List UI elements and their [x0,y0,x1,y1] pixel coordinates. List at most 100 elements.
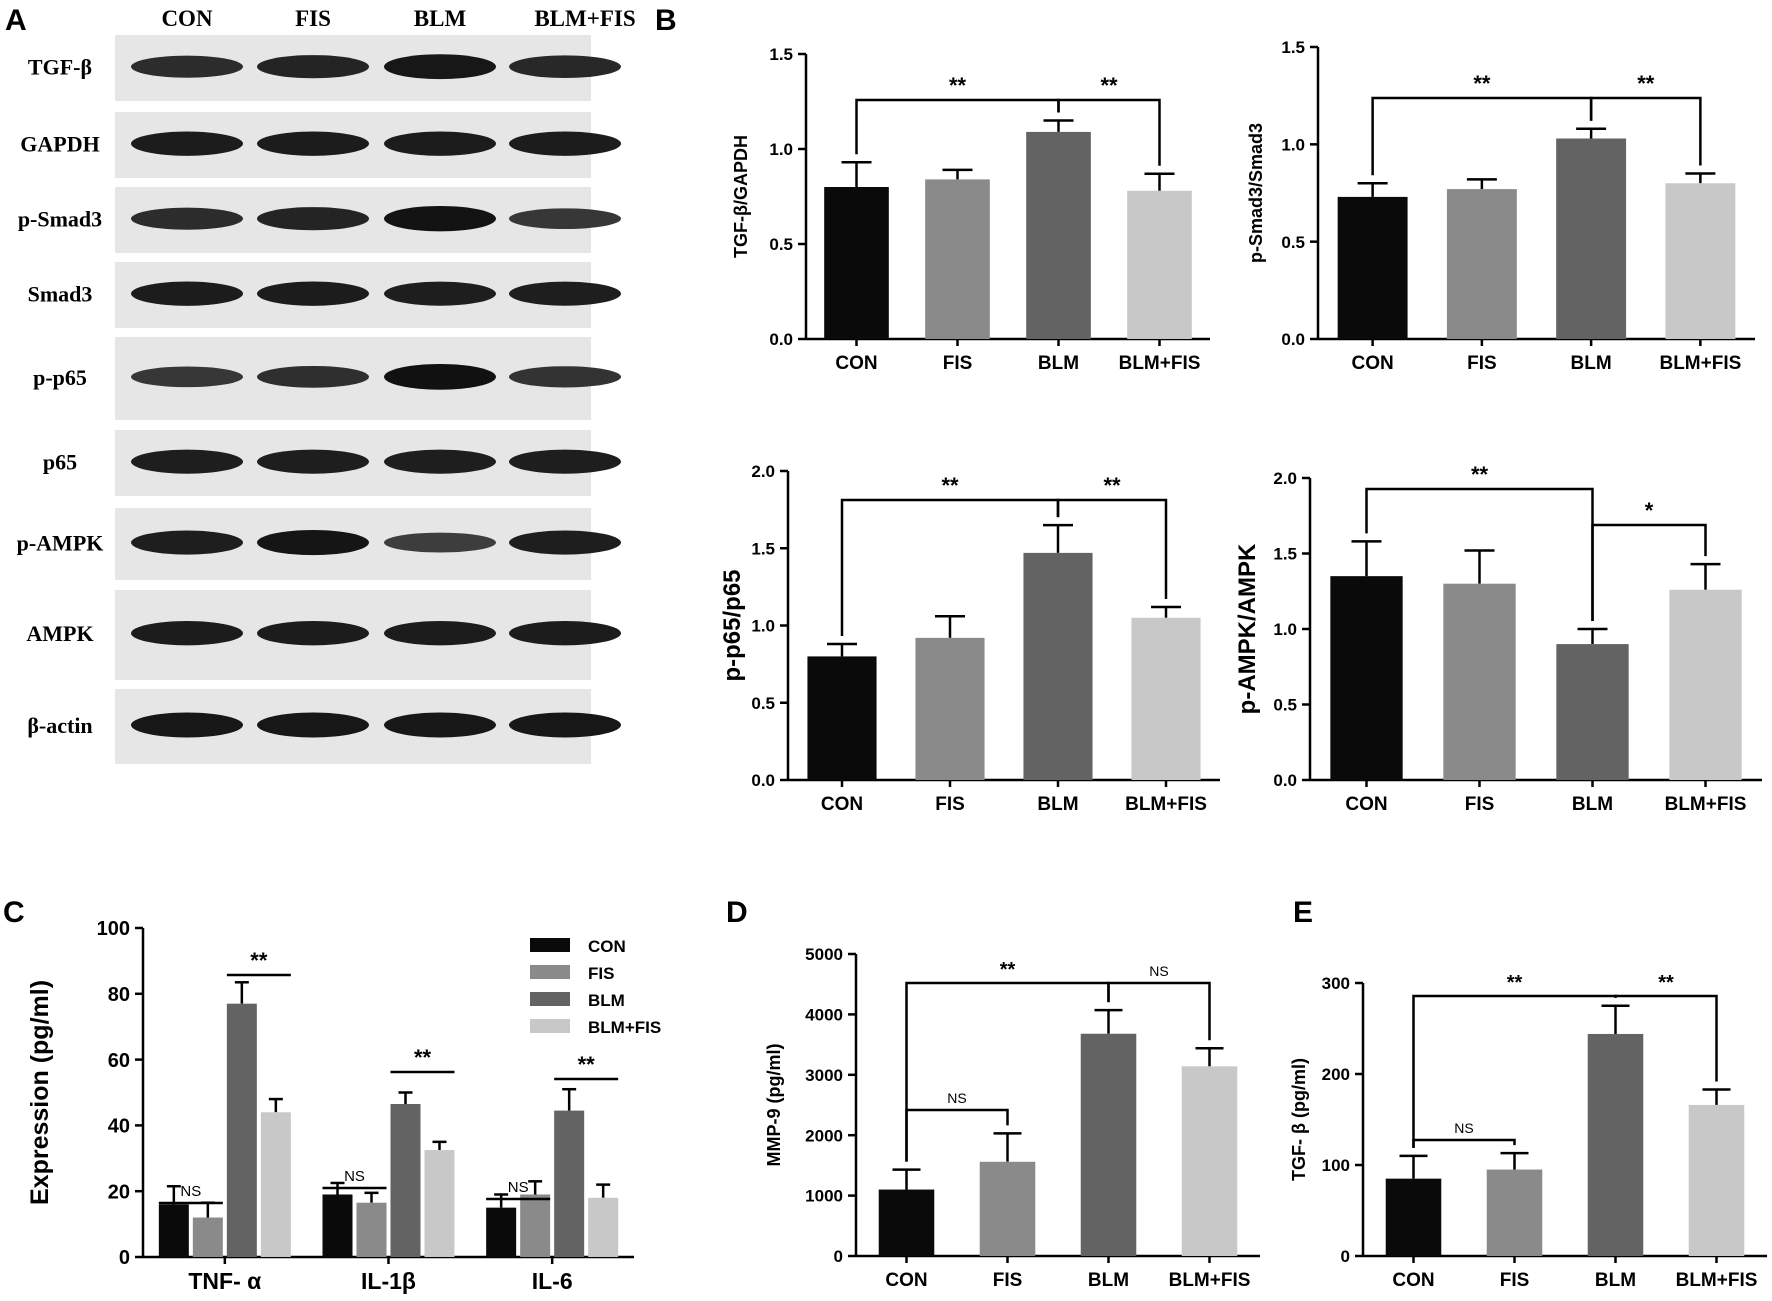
x-tick-label: TNF- α [188,1268,261,1294]
blot-lane-label: BLM+FIS [534,6,635,31]
legend-swatch [530,938,570,952]
legend-swatch [530,965,570,979]
x-tick-label: FIS [943,353,973,374]
blot-row-label: TGF-β [28,55,92,80]
y-tick-label: 40 [108,1116,130,1138]
blot-band [257,207,369,231]
x-tick-label: BLM [1038,353,1079,374]
panel-letter-b: B [655,4,677,37]
x-tick-label: BLM+FIS [1665,794,1747,815]
chart-tgf-beta-gapdh: 0.0 0.5 1.0 1.5 CON FIS BLM BLM+FIS TGF-β/GAPDH *… [731,45,1210,374]
significance-label: NS [508,1179,529,1196]
y-tick-label: 3000 [805,1066,843,1085]
significance-label: ** [1471,462,1489,487]
blot-band [384,281,496,306]
significance-label: NS [947,1090,966,1106]
y-tick-label: 5000 [805,945,843,964]
significance-label: ** [1658,972,1674,994]
x-tick-label: FIS [1465,794,1495,815]
blot-row: GAPDH [20,112,621,178]
blot-band [131,131,243,156]
y-tick-label: 0.0 [1273,771,1297,790]
bar [1385,1178,1442,1256]
significance-bracket [1589,96,1702,166]
y-tick-label: 0 [834,1247,843,1266]
significance-label: ** [1000,959,1016,981]
y-tick-label: 2.0 [751,462,775,481]
bar [925,179,990,339]
y-tick-label: 200 [1322,1065,1350,1084]
x-tick-label: FIS [935,794,965,815]
blot-band [509,712,621,738]
y-tick-label: 300 [1322,974,1350,993]
blot-band [384,532,496,553]
x-tick-label: BLM [1571,353,1612,374]
y-tick-label: 1.0 [1273,620,1297,639]
blot-band [131,55,243,78]
blot-band [509,208,621,230]
x-tick-label: CON [1352,353,1394,374]
bar [1337,196,1408,339]
x-tick-label: CON [821,794,863,815]
chart-p-smad3-smad3: 0.0 0.5 1.0 1.5 CON FIS BLM BLM+FIS p-Smad3/Smad… [1246,38,1755,374]
bar [520,1194,551,1257]
blot-lane-label: BLM [414,6,467,31]
blot-row-label: β-actin [27,713,92,738]
chart-tgf-beta-elisa: 0 100 200 300 CON FIS BLM BLM+FIS TGF- β (pg/ml)… [1289,972,1767,1291]
y-tick-label: 0.5 [751,694,775,713]
blot-band [384,54,496,80]
panel-letter-a: A [5,4,27,37]
blot-band [509,366,621,388]
y-tick-label: 20 [108,1181,130,1203]
significance-label: ** [414,1045,432,1070]
blot-row: β-actin [27,689,621,764]
bar [322,1194,353,1257]
y-tick-label: 0.5 [1273,696,1297,715]
chart-p-ampk-ampk: 0.0 0.5 1.0 1.5 2.0 CON FIS BLM BLM+FIS p-AMPK/AM… [1234,462,1762,815]
y-tick-label: 60 [108,1050,130,1072]
x-tick-label: IL-6 [532,1268,573,1294]
bar [588,1197,619,1257]
bar [807,656,877,780]
x-tick-label: BLM+FIS [1659,353,1741,374]
blot-band [257,131,369,156]
chart-mmp-9: 0 1000 2000 3000 4000 5000 CON FIS BLM BLM+FIS MMP… [764,945,1260,1291]
x-tick-label: BLM [1595,1270,1636,1291]
blot-row-label: p65 [43,450,77,475]
blot-row: p65 [43,430,621,496]
blot-row-label: p-p65 [33,365,87,390]
significance-label: * [1645,498,1654,523]
panel-letter-c: C [3,896,25,929]
blot-band [257,365,369,388]
x-tick-label: BLM+FIS [1119,353,1201,374]
y-tick-label: 0.5 [1281,233,1305,252]
y-tick-label: 0 [119,1247,130,1269]
bar [1181,1066,1238,1256]
significance-bracket [1614,994,1718,1082]
blot-band [131,449,243,474]
blot-row-label: GAPDH [20,132,99,157]
blot-band [509,449,621,474]
bar [192,1217,223,1257]
blot-band [257,529,369,556]
y-tick-label: 100 [1322,1156,1350,1175]
blot-lane-label: FIS [295,6,331,31]
legend-swatch [530,1019,570,1033]
significance-bracket [1107,981,1211,1041]
y-tick-label: 1.5 [1273,545,1297,564]
blot-band [257,55,369,79]
bar [1669,589,1742,780]
blot-band [384,449,496,474]
x-tick-label: IL-1β [361,1268,416,1294]
blot-row-label: p-Smad3 [18,207,102,232]
bar [1080,1033,1137,1256]
y-tick-label: 0 [1341,1247,1350,1266]
bar [1446,189,1517,339]
x-tick-label: FIS [1500,1270,1530,1291]
y-tick-label: 1.5 [769,45,793,64]
significance-label: NS [344,1168,365,1185]
legend-swatch [530,992,570,1006]
panel-letter-d: D [726,896,748,929]
y-tick-label: 1.0 [751,617,775,636]
western-blot: CON FIS BLM BLM+FIS TGF-β GAPDH p-Smad3 Sma… [17,6,636,764]
